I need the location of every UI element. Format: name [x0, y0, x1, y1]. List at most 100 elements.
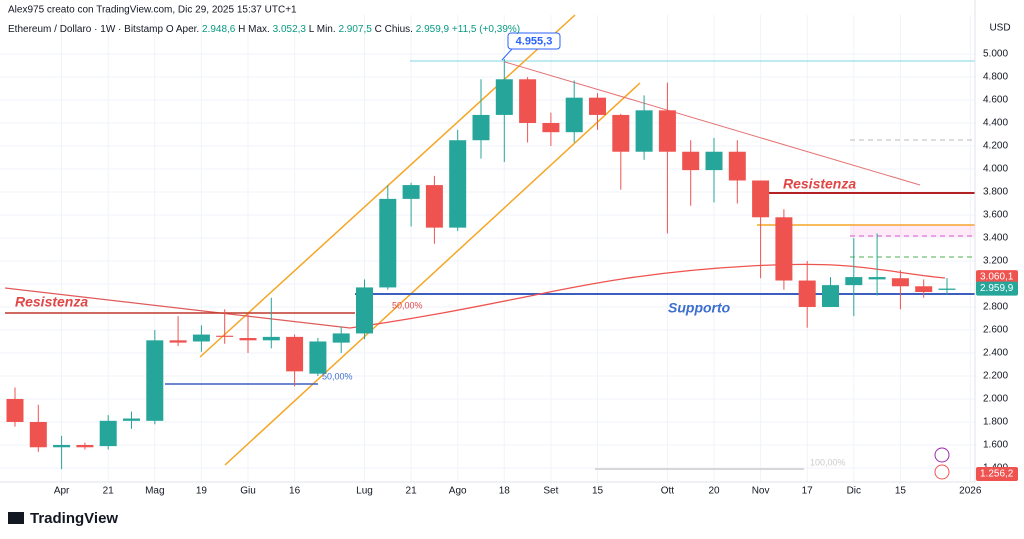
y-tick-label: 4.400 [983, 118, 1008, 129]
x-tick-label: Nov [752, 486, 770, 497]
header-part: 2.959,9 [416, 24, 450, 35]
price-tag-label: 1.256,2 [980, 469, 1014, 480]
candle-body [775, 217, 793, 281]
price-tag [976, 467, 1018, 481]
candle-body [286, 336, 304, 372]
annotation: Resistenza [15, 294, 88, 310]
candle-body [262, 336, 280, 341]
logo: TradingView [30, 510, 118, 527]
icon[interactable] [934, 464, 950, 480]
candle-body [332, 333, 350, 343]
header-part: 2.907,5 [338, 24, 372, 35]
annotation: 50,00% [322, 371, 353, 381]
candle-body [495, 79, 513, 115]
header-part: +11,5 (+0,39%) [452, 24, 520, 35]
candle-body [868, 277, 886, 280]
candle-body [309, 341, 327, 374]
candle-body [589, 97, 606, 115]
candle-body [29, 421, 47, 448]
candle-body [915, 286, 933, 293]
candle-body [356, 287, 373, 334]
x-tick-label: 2026 [959, 486, 982, 497]
candle-body [845, 277, 863, 286]
axis-unit: USD [989, 23, 1010, 34]
moving-average [349, 263, 946, 329]
y-tick-label: 3.600 [983, 210, 1008, 221]
annotation: Resistenza [783, 176, 856, 192]
header-part: Aper. [176, 24, 199, 35]
candle-body [169, 340, 187, 343]
author: Alex975 creato con TradingView.com, Dic … [8, 5, 297, 16]
y-tick-label: 4.600 [983, 95, 1008, 106]
candle-body [612, 114, 630, 152]
symbol-header: Ethereum / Dollaro · 1W · Bitstamp O Ape… [8, 24, 520, 35]
header-part: Chius. [385, 24, 413, 35]
y-tick-label: 3.400 [983, 233, 1008, 244]
candle-body [449, 140, 467, 228]
candle-body [519, 79, 537, 123]
y-tick-label: 5.000 [983, 49, 1008, 60]
x-tick-label: 16 [289, 486, 301, 497]
y-tick-label: 4.800 [983, 72, 1008, 83]
x-tick-label: 15 [895, 486, 907, 497]
candle-body [402, 185, 420, 199]
drawings [4, 14, 975, 470]
logo-icon [8, 512, 24, 524]
candle-body [682, 151, 700, 171]
candle-body [76, 444, 94, 448]
price-tag [976, 270, 1018, 285]
price-tag-label: 2.959,9 [980, 283, 1014, 294]
y-tick-label: 1.600 [983, 440, 1008, 451]
icon[interactable] [934, 447, 950, 463]
y-tick-label: 2.200 [983, 371, 1008, 382]
candle-body [752, 180, 770, 218]
candle-body [6, 398, 24, 422]
candle-body [192, 334, 210, 342]
trend-line [4, 287, 351, 329]
y-tick-label: 2.000 [983, 394, 1008, 405]
header-part: Max. [248, 24, 270, 35]
x-tick-label: Dic [847, 486, 861, 497]
candle-body [728, 151, 746, 181]
x-tick-label: 17 [802, 486, 814, 497]
x-tick-label: 21 [103, 486, 115, 497]
annotation: Supporto [668, 300, 731, 316]
header-part: O [166, 24, 174, 35]
y-tick-label: 3.800 [983, 187, 1008, 198]
annotation: 100,00% [810, 457, 846, 467]
y-tick-label: 2.600 [983, 325, 1008, 336]
candle-body [822, 285, 839, 307]
x-tick-label: Giu [240, 486, 256, 497]
grid [0, 15, 975, 482]
candle-body [146, 340, 164, 421]
x-tick-label: 20 [708, 486, 720, 497]
candle-body [123, 418, 140, 421]
callout-box [507, 32, 561, 50]
callout-pointer [501, 48, 513, 61]
candle-body [565, 97, 583, 133]
header-part: Ethereum / Dollaro · 1W · Bitstamp [8, 24, 163, 35]
x-tick-label: Lug [356, 486, 373, 497]
y-tick-label: 1.800 [983, 417, 1008, 428]
callout-label: 4.955,3 [516, 35, 553, 47]
x-tick-label: 18 [499, 486, 511, 497]
header-part: Min. [317, 24, 336, 35]
candle-body [239, 338, 257, 341]
header-part: 3.052,3 [273, 24, 307, 35]
candle-body [542, 122, 560, 133]
price-tag-label: 3.060,1 [980, 272, 1014, 283]
x-tick-label: Set [543, 486, 558, 497]
candle-body [379, 198, 397, 288]
y-tick-label: 3.200 [983, 256, 1008, 267]
candles [6, 59, 956, 470]
zone [850, 225, 975, 237]
y-tick-label: 2.800 [983, 302, 1008, 313]
price-tag [976, 281, 1018, 296]
candle-body [216, 335, 234, 337]
candle-body [658, 110, 676, 152]
y-tick-label: 4.000 [983, 164, 1008, 175]
candle-body [705, 151, 723, 171]
header-part: 2.948,6 [202, 24, 236, 35]
candle-body [798, 280, 816, 307]
